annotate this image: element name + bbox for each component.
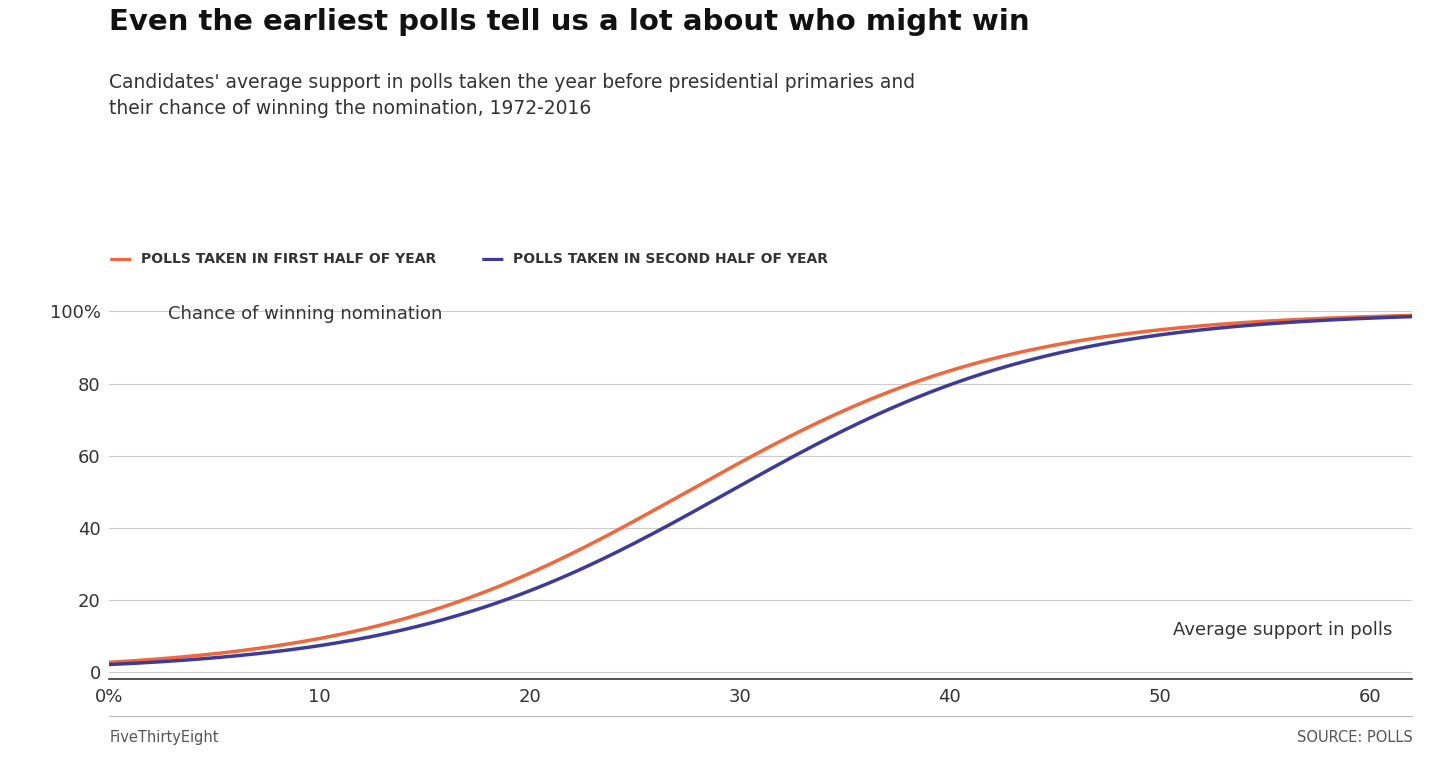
Text: POLLS TAKEN IN SECOND HALF OF YEAR: POLLS TAKEN IN SECOND HALF OF YEAR bbox=[513, 252, 827, 266]
Text: —: — bbox=[109, 246, 132, 271]
Text: SOURCE: POLLS: SOURCE: POLLS bbox=[1297, 730, 1412, 744]
Text: Even the earliest polls tell us a lot about who might win: Even the earliest polls tell us a lot ab… bbox=[109, 8, 1029, 36]
Text: Average support in polls: Average support in polls bbox=[1174, 621, 1393, 639]
Text: Chance of winning nomination: Chance of winning nomination bbox=[167, 305, 443, 323]
Text: FiveThirtyEight: FiveThirtyEight bbox=[109, 730, 218, 744]
Text: POLLS TAKEN IN FIRST HALF OF YEAR: POLLS TAKEN IN FIRST HALF OF YEAR bbox=[141, 252, 437, 266]
Text: Candidates' average support in polls taken the year before presidential primarie: Candidates' average support in polls tak… bbox=[109, 73, 916, 118]
Text: —: — bbox=[480, 246, 504, 271]
